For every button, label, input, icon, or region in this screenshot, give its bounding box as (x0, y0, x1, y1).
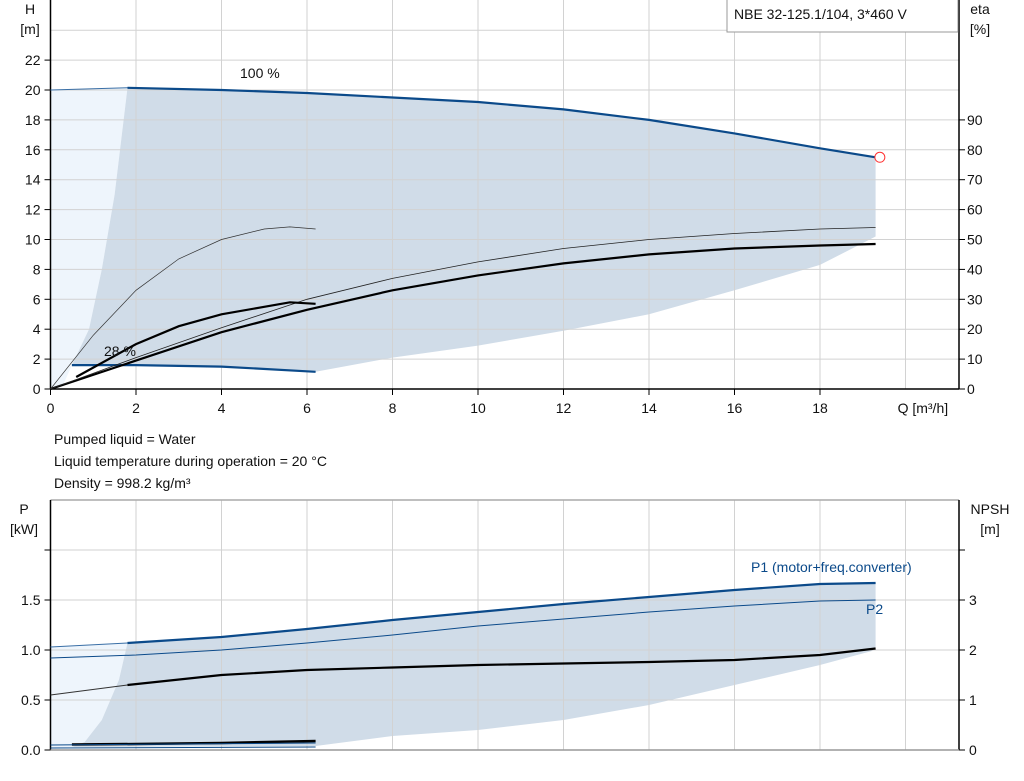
x-tick-label: 8 (389, 400, 397, 416)
y-tick-label: 14 (25, 172, 41, 188)
curve-npsh (127, 647, 876, 687)
curve-28-head (71, 364, 316, 373)
info-density: Density = 998.2 kg/m³ (54, 475, 191, 491)
y-tick-label: 20 (25, 82, 41, 98)
y-tick-label: 0 (33, 381, 41, 397)
curve-28-eta (75, 301, 316, 378)
curve-100-head-extension (50, 87, 128, 91)
x-tick-label: 16 (727, 400, 743, 416)
curve-28-p2 (50, 742, 316, 746)
curve-100-head (127, 86, 876, 159)
chart-title: NBE 32-125.1/104, 3*460 V (734, 6, 907, 22)
y-tick-label: 10 (25, 232, 41, 248)
eta-tick-label: 80 (967, 142, 983, 158)
eta-axis-unit: [%] (970, 21, 990, 37)
eta-tick-label: 50 (967, 232, 983, 248)
p-axis-unit: [kW] (10, 521, 38, 537)
eta-tick-label: 20 (967, 321, 983, 337)
p-axis-label: P (19, 501, 28, 517)
eta-tick-label: 60 (967, 202, 983, 218)
title-box (726, 0, 959, 33)
npsh-axis-label: NPSH (971, 501, 1010, 517)
curve-npsh-extension (50, 684, 128, 696)
npsh-axis-unit: [m] (980, 521, 999, 537)
npsh-tick-label: 2 (969, 642, 977, 658)
curve-p1-extension (50, 642, 128, 648)
y-tick-label: 6 (33, 291, 41, 307)
info-pumped-liquid: Pumped liquid = Water (54, 431, 196, 447)
eta-tick-label: 30 (967, 291, 983, 307)
eta-tick-label: 90 (967, 112, 983, 128)
x-tick-label: 12 (556, 400, 572, 416)
y-tick-label: 22 (25, 52, 41, 68)
operating-region (71, 87, 876, 372)
label-28-percent: 28 % (104, 343, 136, 359)
eta-tick-label: 70 (967, 172, 983, 188)
light-region-bottom (50, 643, 128, 748)
eta-tick-label: 40 (967, 261, 983, 277)
x-axis-label: Q [m³/h] (898, 400, 949, 416)
eta-tick-label: 10 (967, 351, 983, 367)
curve-100-eta-total (50, 227, 876, 390)
y-tick-label: 18 (25, 112, 41, 128)
label-p1: P1 (motor+freq.converter) (751, 559, 912, 575)
curve-p1 (127, 581, 876, 645)
curve-p2 (50, 599, 876, 659)
info-liquid-temperature: Liquid temperature during operation = 20… (54, 453, 327, 469)
label-100-percent: 100 % (240, 65, 280, 81)
eta-axis-label: eta (970, 1, 990, 17)
x-tick-label: 6 (303, 400, 311, 416)
x-tick-label: 2 (132, 400, 140, 416)
eta-tick-label: 0 (967, 381, 975, 397)
curve-100-eta (50, 242, 876, 391)
y-axis-unit: [m] (20, 21, 39, 37)
x-tick-label: 18 (812, 400, 828, 416)
npsh-tick-label: 0 (969, 742, 977, 758)
y-tick-label: 4 (33, 321, 41, 337)
label-p2: P2 (866, 601, 883, 617)
y-axis-label: H (25, 1, 35, 17)
y-tick-label: 8 (33, 261, 41, 277)
duty-point-marker (874, 151, 886, 163)
light-region (50, 87, 128, 390)
p-tick-label: 0.0 (21, 742, 41, 758)
x-tick-label: 4 (218, 400, 226, 416)
x-tick-label: 0 (47, 400, 55, 416)
y-tick-label: 16 (25, 142, 41, 158)
curve-28-eta-total (50, 226, 316, 390)
npsh-tick-label: 3 (969, 592, 977, 608)
p-tick-label: 1.5 (21, 592, 41, 608)
curve-28-npsh (50, 746, 316, 749)
y-tick-label: 12 (25, 202, 41, 218)
y-tick-label: 2 (33, 351, 41, 367)
x-tick-label: 10 (470, 400, 486, 416)
p-tick-label: 0.5 (21, 692, 41, 708)
p-tick-label: 1.0 (21, 642, 41, 658)
x-tick-label: 14 (641, 400, 657, 416)
npsh-tick-label: 1 (969, 692, 977, 708)
